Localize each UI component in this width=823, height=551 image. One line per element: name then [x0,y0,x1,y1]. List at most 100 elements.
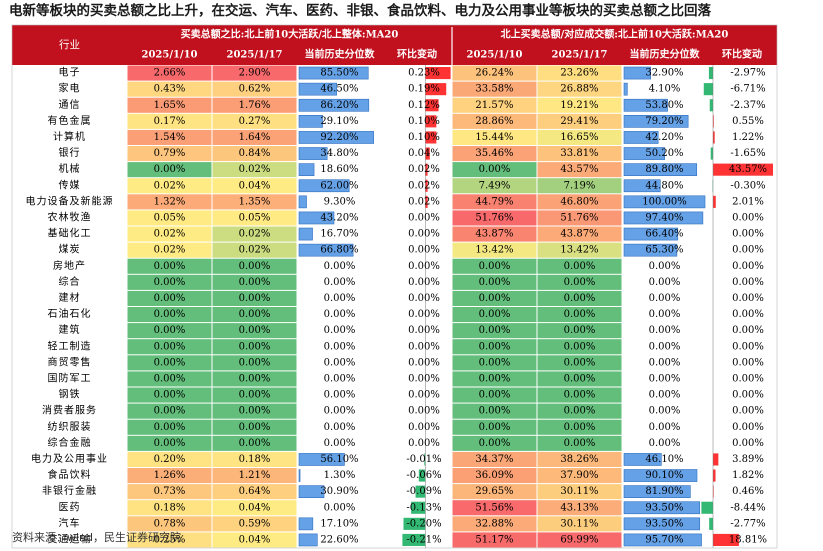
value-label: 79.20% [645,116,683,127]
value-label: 51.56% [475,502,513,513]
heat-cell [212,194,297,210]
industry-label: 有色金属 [48,114,92,127]
value-label: 0.00% [649,309,681,320]
percentile-bar [623,98,668,112]
value-label: 18.81% [729,534,767,545]
heat-cell [537,178,622,194]
change-bar [418,469,426,482]
value-label: 0.00% [408,261,440,272]
value-label: 0.00% [479,261,511,272]
heat-cell [212,258,297,274]
value-label: 32.90% [645,68,683,79]
value-label: 0.00% [564,293,596,304]
value-label: 0.43% [154,84,186,95]
change-bar [402,533,426,546]
industry-label: 石油石化 [48,307,92,320]
value-label: 100.00% [642,196,687,207]
value-label: 0.00% [479,373,511,384]
heat-cell [127,403,212,419]
value-label: 0.64% [239,486,271,497]
percentile-bar [623,469,698,482]
percentile-bar [623,163,698,177]
value-label: 0.00% [564,390,596,401]
value-label: 0.00% [564,341,596,352]
value-label: 0.00% [239,341,271,352]
percentile-bar [623,517,701,531]
industry-label: 煤炭 [59,243,81,256]
change-bar [713,533,739,546]
change-bar [713,469,716,482]
heat-cell [127,323,212,339]
change-bar [709,99,713,112]
heat-cell [452,129,537,145]
value-label: 0.00% [479,422,511,433]
percentile-bar [298,66,369,80]
heat-cell [452,435,537,451]
heat-cell [212,403,297,419]
value-label: 0.00% [324,373,356,384]
heat-cell [537,307,622,323]
value-label: 0.00% [732,229,764,240]
value-label: 0.05% [239,212,271,223]
industry-label: 机械 [59,162,81,175]
industry-label: 传媒 [59,179,81,191]
value-label: 26.24% [475,68,513,79]
value-label: 0.00% [154,293,186,304]
value-label: 0.00% [154,357,186,368]
value-label: 0.00% [732,406,764,417]
change-bar [403,517,426,530]
heat-cell [212,274,297,290]
percentile-bar [623,147,665,160]
value-label: 0.00% [649,373,681,384]
heat-cell [127,178,212,194]
change-bar [713,485,714,498]
heat-cell [452,226,537,242]
value-label: 0.18% [154,502,186,513]
value-label: 0.00% [324,293,356,304]
value-label: 34.37% [475,454,513,465]
value-label: 46.50% [320,84,358,95]
value-label: 0.00% [649,406,681,417]
value-label: 50.20% [645,148,683,159]
value-label: 30.11% [560,518,598,529]
value-label: 0.02% [408,196,440,207]
value-label: 0.00% [564,325,596,336]
value-label: 0.00% [479,309,511,320]
value-label: 0.00% [324,325,356,336]
header-col-8: 环比变动 [722,48,762,61]
change-bar [424,453,426,466]
value-label: 0.00% [408,277,440,288]
change-bar [425,99,439,112]
heat-cell [127,451,212,467]
value-label: 43.87% [560,229,598,240]
heat-cell [127,500,212,516]
header-group-right: 北上买卖总额/对应成交额:北上前10大活跃:MA20 [501,28,729,41]
heat-cell [452,403,537,419]
value-label: 0.18% [239,454,271,465]
heat-cell [537,500,622,516]
heat-cell [537,162,622,178]
value-label: -2.97% [730,68,765,79]
heat-cell [452,242,537,258]
value-label: 37.90% [560,470,598,481]
value-label: 0.00% [564,277,596,288]
heat-cell [452,419,537,435]
heat-cell [537,532,622,548]
value-label: 0.00% [732,293,764,304]
heat-cell [452,500,537,516]
value-label: 0.00% [324,438,356,449]
value-label: 0.00% [564,357,596,368]
heat-cell [212,178,297,194]
value-label: 16.70% [320,229,358,240]
heat-cell [452,146,537,162]
industry-label: 建材 [59,291,81,304]
value-label: 0.00% [239,373,271,384]
industry-label: 纺织服装 [48,420,92,433]
value-label: 0.00% [732,373,764,384]
heat-cell [452,210,537,226]
heat-cell [452,162,537,178]
change-bar [713,195,716,208]
value-label: 0.00% [154,373,186,384]
value-label: -0.06% [406,470,441,481]
value-label: 0.00% [154,164,186,175]
